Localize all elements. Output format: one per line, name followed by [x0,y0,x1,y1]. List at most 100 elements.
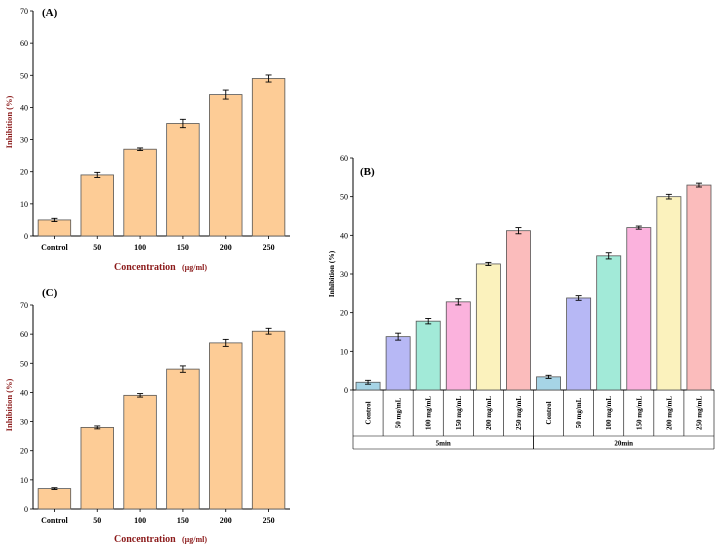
panel-b-ytick-label: 10 [340,347,348,356]
panel-b-ytick-label: 0 [344,386,348,395]
panel-b-ytick-label: 60 [340,154,348,163]
panel-c-xunit: (µg/ml) [182,535,207,544]
panel-a-bar-4 [209,94,243,237]
panel-a-xtick-label: 250 [263,243,275,252]
panel-b-bar-7 [566,297,592,391]
panel-c-title: (C) [42,287,58,299]
panel-b-errorbar-11 [695,182,702,188]
panel-a-errorbar-1 [94,171,101,178]
panel-c-errorbar-5 [265,327,272,335]
panel-a-errorbar-2 [137,147,144,151]
panel-c-ytick-label: 60 [20,330,28,339]
panel-a-bar-2 [123,148,157,237]
panel-c-ytick-label: 70 [20,301,28,310]
panel-a-ytick-label: 60 [20,39,28,48]
panel-c-ytick-label: 0 [24,505,28,514]
panel-c-ytick-label: 10 [20,476,28,485]
panel-c-xtick-label: 250 [263,516,275,525]
panel-b-xtick-label: 200 mg/mL [665,396,673,430]
panel-b-xtick-label: 50 mg/mL [395,397,403,428]
panel-a-xtick-label: 100 [134,243,146,252]
panel-c-ytick-label: 40 [20,388,28,397]
panel-b-errorbar-4 [485,261,492,266]
panel-b-xtick-label: 100 mg/mL [605,396,613,430]
panel-b-bar-5 [506,230,531,391]
panel-b-group-label-0: 5min [436,440,451,448]
panel-b-xtick-label: 200 mg/mL [485,396,493,430]
panel-b-xtick-label: 100 mg/mL [425,396,433,430]
panel-a-bar-5 [251,78,286,237]
panel-a-ytick-label: 50 [20,71,28,80]
panel-a-xtick-label: 50 [93,243,101,252]
panel-a-ytick-label: 20 [20,168,28,177]
panel-b-errorbar-7 [575,295,582,301]
panel-b-errorbar-1 [395,332,402,341]
panel-a-errorbar-3 [179,118,186,129]
panel-b-bar-10 [656,196,682,391]
panel-b-bar-9 [626,227,652,391]
panel-a-ytick-label: 30 [20,136,28,145]
panel-b-title: (B) [360,166,375,178]
panel-a-ytick-label: 0 [24,232,28,241]
panel-c-errorbar-2 [137,393,144,398]
panel-a-ylabel: Inhibition (%) [4,95,14,148]
panel-b-errorbar-10 [665,193,672,200]
panel-b-ytick-label: 50 [340,193,348,202]
panel-a-bar-0 [37,219,72,237]
panel-c-bar-3 [166,368,200,510]
panel-b: (B) Inhibition (%) 0 10 20 30 40 50 60 Control 5… [327,154,715,450]
panel-b-xtick-label: Control [365,401,373,424]
panel-a-xlabel: Concentration [114,262,176,273]
panel-c-errorbar-4 [222,338,229,347]
panel-a-errorbar-4 [222,89,229,100]
panel-c-errorbar-1 [94,425,101,430]
panel-a: (A) Inhibition (%) Concentration (µg/ml)… [4,7,290,273]
panel-a-title: (A) [42,7,58,19]
panel-b-xtick-label: 150 mg/mL [635,396,643,430]
panel-b-errorbar-0 [365,379,372,385]
panel-c-errorbar-3 [179,365,186,373]
panel-b-bar-11 [686,184,712,391]
panel-b-ytick-label: 20 [340,309,348,318]
panel-c: (C) Inhibition (%) Concentration (µg/ml)… [4,287,290,545]
panel-a-errorbar-0 [51,217,58,222]
panel-b-ytick-label: 40 [340,231,348,240]
panel-c-xtick-label: 200 [220,516,232,525]
panel-b-bar-8 [596,255,622,391]
panel-a-errorbar-5 [265,74,272,83]
panel-c-bar-4 [209,342,243,510]
panel-b-xtick-label: 50 mg/mL [575,397,583,428]
panel-a-bar-3 [166,123,200,237]
panel-b-errorbar-6 [545,374,552,379]
panel-a-ytick-label: 40 [20,103,28,112]
panel-c-xtick-label: 50 [93,516,101,525]
panel-c-ylabel: Inhibition (%) [4,378,14,431]
panel-b-errorbar-5 [515,227,522,235]
panel-c-xlabel: Concentration [114,534,176,545]
panel-b-ytick-label: 30 [340,270,348,279]
panel-c-bar-0 [37,488,72,510]
panel-b-errorbar-2 [425,318,432,325]
panel-a-xtick-label: 200 [220,243,232,252]
panel-a-bar-1 [80,174,114,237]
panel-b-xtick-label: Control [545,401,553,424]
panel-b-bar-4 [475,263,501,391]
panel-a-ytick-label: 70 [20,7,28,16]
panel-a-xunit: (µg/ml) [182,263,207,272]
panel-b-xtick-label: 150 mg/mL [455,396,463,430]
panel-a-xtick-label: 150 [177,243,189,252]
panel-c-xtick-label: Control [41,516,68,525]
panel-b-bar-3 [445,301,471,391]
panel-b-errorbar-9 [635,225,642,230]
panel-b-bar-1 [385,336,411,391]
panel-b-xtick-label: 250 mg/mL [515,396,523,430]
panel-c-ytick-label: 20 [20,447,28,456]
panel-b-xtick-label: 250 mg/mL [695,396,703,430]
panel-c-ytick-label: 50 [20,359,28,368]
panel-b-group-label-1: 20min [614,440,633,448]
panel-c-errorbar-0 [51,487,58,490]
panel-b-bar-2 [415,320,441,391]
panel-b-errorbar-3 [455,298,462,306]
panel-c-bar-1 [80,426,114,510]
